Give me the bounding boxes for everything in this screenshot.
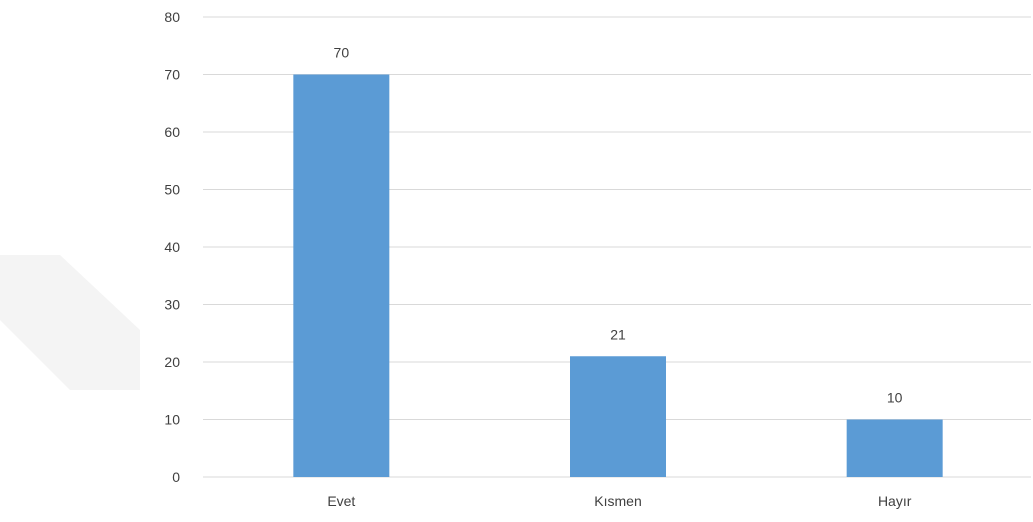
y-tick-label: 10 [164, 412, 180, 428]
bars [293, 74, 943, 477]
y-tick-label: 40 [164, 239, 180, 255]
data-label: 10 [887, 390, 903, 406]
y-tick-label: 20 [164, 354, 180, 370]
y-tick-label: 80 [164, 9, 180, 25]
y-tick-label: 70 [164, 67, 180, 83]
x-tick-label: Evet [327, 493, 355, 509]
bar-evet [293, 74, 390, 477]
watermark-band [0, 255, 140, 390]
y-tick-label: 0 [172, 469, 180, 485]
data-label: 21 [610, 326, 626, 342]
x-axis-ticks: Evet Kısmen Hayır [327, 493, 911, 509]
y-tick-label: 50 [164, 182, 180, 198]
data-label: 70 [334, 45, 350, 61]
y-tick-label: 30 [164, 297, 180, 313]
x-tick-label: Kısmen [594, 493, 641, 509]
x-tick-label: Hayır [878, 493, 912, 509]
bar-hayır [846, 419, 943, 477]
data-labels: 70 21 10 [334, 45, 903, 406]
y-axis-ticks: 0 10 20 30 40 50 60 70 80 [164, 9, 180, 485]
bar-kısmen [570, 356, 666, 477]
y-tick-label: 60 [164, 124, 180, 140]
